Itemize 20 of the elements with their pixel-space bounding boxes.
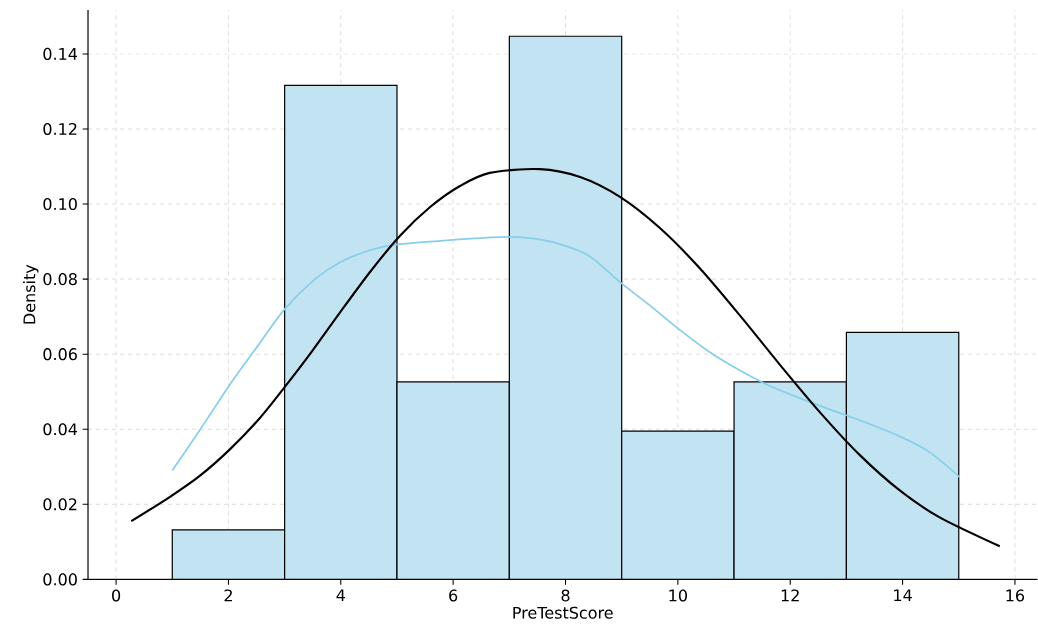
y-tick-label: 0.06 [43,347,77,361]
y-tick-label: 0.08 [43,272,77,285]
line-series [171,235,961,478]
y-tick-label: 0.12 [43,122,77,135]
x-tick-label: 4 [336,589,345,601]
y-tick-label: 0.04 [43,423,78,436]
y-tick-label: 0.00 [43,573,77,586]
x-axis-title: PreTestScore [513,606,613,619]
y-axis-title: Density [23,264,39,324]
x-tick-label: 6 [449,589,458,602]
x-tick-label: 2 [224,589,232,602]
x-tick-label: 12 [781,589,799,602]
x-tick-label: 8 [561,589,570,602]
x-tick-label: 10 [669,589,687,602]
y-tick-label: 0.02 [43,498,77,511]
y-tick-label: 0.14 [43,47,78,60]
x-tick-label: 16 [1006,589,1025,602]
x-tick-label: 14 [894,589,912,601]
x-tick-label: 0 [112,589,121,602]
y-tick-label: 0.10 [43,197,77,210]
